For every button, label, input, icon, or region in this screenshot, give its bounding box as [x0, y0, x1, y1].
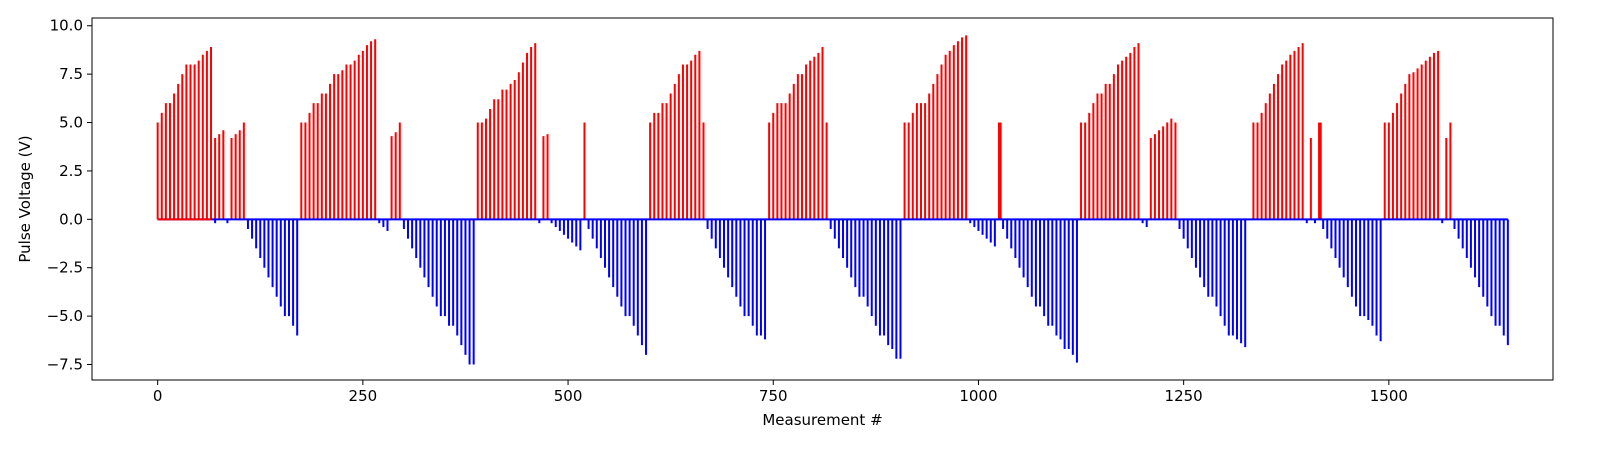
- y-tick-label: 5.0: [59, 114, 83, 132]
- x-axis-label: Measurement #: [762, 411, 882, 429]
- x-tick-label: 500: [554, 387, 583, 405]
- x-tick-label: 1250: [1165, 387, 1203, 405]
- y-tick-label: 7.5: [59, 65, 83, 83]
- x-tick-label: 1500: [1370, 387, 1408, 405]
- y-axis-label: Pulse Voltage (V): [16, 135, 34, 262]
- y-tick-label: 10.0: [50, 17, 83, 35]
- x-tick-label: 750: [759, 387, 788, 405]
- x-tick-label: 0: [153, 387, 163, 405]
- y-tick-label: −7.5: [47, 356, 83, 374]
- x-axis: 0 250 500 750 1000 1250 1500: [153, 380, 1408, 405]
- y-tick-label: 2.5: [59, 162, 83, 180]
- y-tick-label: −2.5: [47, 259, 83, 277]
- y-axis: −7.5 −5.0 −2.5 0.0 2.5 5.0 7.5 10.0: [47, 17, 92, 374]
- y-tick-label: 0.0: [59, 210, 83, 228]
- plot-area: [156, 35, 1509, 365]
- x-tick-label: 1000: [959, 387, 997, 405]
- x-tick-label: 250: [349, 387, 378, 405]
- plot-frame: [91, 17, 1554, 381]
- y-tick-label: −5.0: [47, 307, 83, 325]
